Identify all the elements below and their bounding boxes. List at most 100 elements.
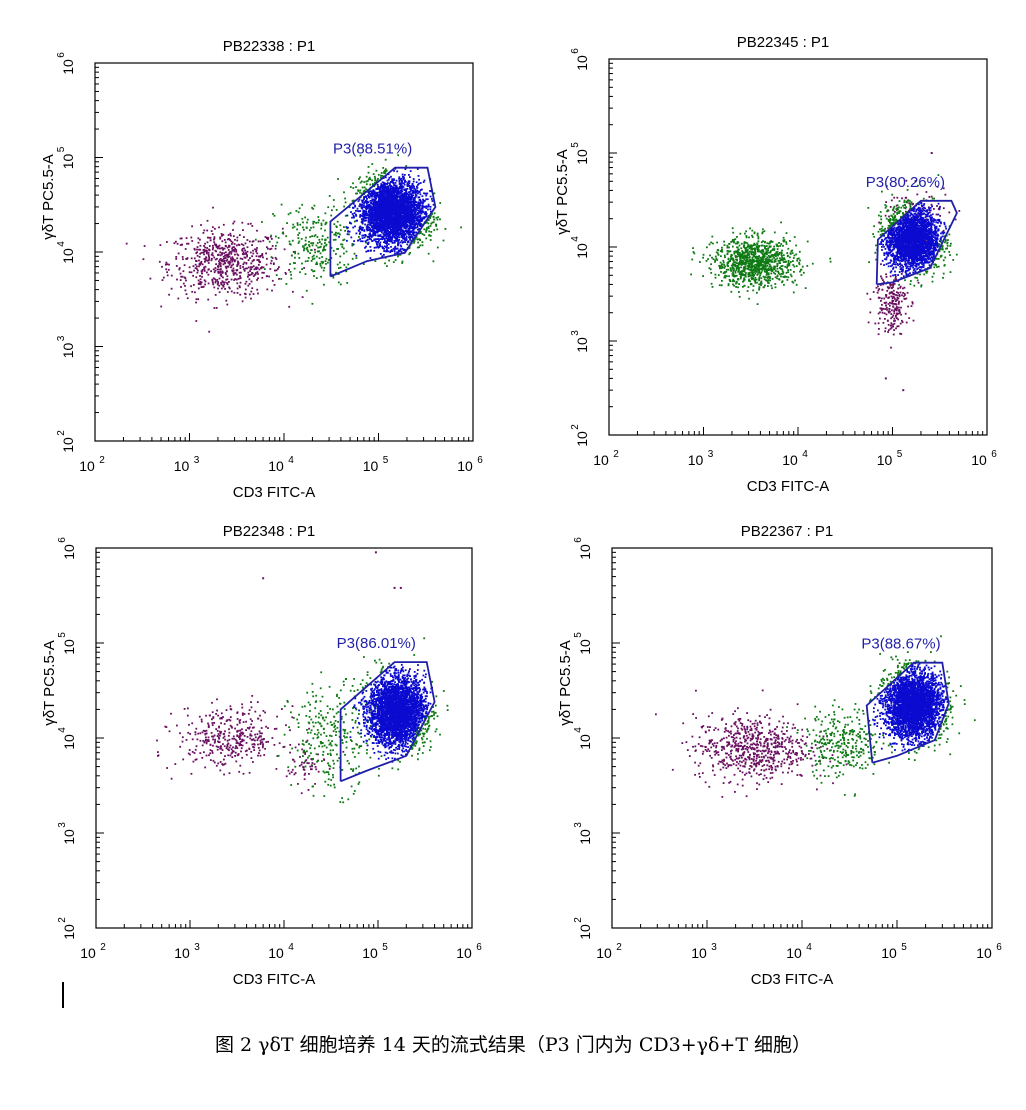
event-point xyxy=(324,230,326,232)
event-point xyxy=(272,280,274,282)
event-point xyxy=(254,268,256,270)
event-point xyxy=(365,181,367,183)
event-point xyxy=(419,191,421,193)
event-point xyxy=(316,262,318,264)
event-point xyxy=(404,181,406,183)
event-point xyxy=(422,208,424,210)
event-point xyxy=(233,235,235,237)
event-point xyxy=(408,253,410,255)
event-point xyxy=(265,253,267,255)
event-point xyxy=(361,235,363,237)
event-point xyxy=(413,181,415,183)
event-point xyxy=(365,206,367,208)
event-point xyxy=(388,260,390,262)
event-point xyxy=(240,277,242,279)
event-point xyxy=(212,226,214,228)
event-point xyxy=(398,187,400,189)
event-point xyxy=(343,253,345,255)
event-point xyxy=(374,176,376,178)
event-point xyxy=(288,213,290,215)
event-point xyxy=(218,246,220,248)
event-point xyxy=(395,197,397,199)
event-point xyxy=(263,267,265,269)
event-point xyxy=(354,205,356,207)
event-point xyxy=(290,274,292,276)
event-point xyxy=(409,226,411,228)
event-point xyxy=(352,213,354,215)
event-point xyxy=(345,266,347,268)
event-point xyxy=(314,205,316,207)
event-point xyxy=(409,233,411,235)
event-point xyxy=(423,181,425,183)
event-point xyxy=(231,251,233,253)
event-point xyxy=(796,260,798,262)
event-point xyxy=(193,270,195,272)
event-point xyxy=(371,208,373,210)
event-point xyxy=(210,237,212,239)
x-tick-label-exponent: 6 xyxy=(477,455,483,466)
event-point xyxy=(208,262,210,264)
event-point xyxy=(256,279,258,281)
event-point xyxy=(391,178,393,180)
event-point xyxy=(288,269,290,271)
event-point xyxy=(239,285,241,287)
event-point xyxy=(412,187,414,189)
event-point xyxy=(376,224,378,226)
event-point xyxy=(748,272,750,274)
event-point xyxy=(756,282,758,284)
event-point xyxy=(271,290,273,292)
event-point xyxy=(236,240,238,242)
event-point xyxy=(301,218,303,220)
event-point xyxy=(335,232,337,234)
event-point xyxy=(184,264,186,266)
event-point xyxy=(398,206,400,208)
event-point xyxy=(374,234,376,236)
event-point xyxy=(384,187,386,189)
event-point xyxy=(408,182,410,184)
event-point xyxy=(255,251,257,253)
event-point xyxy=(436,229,438,231)
event-point xyxy=(359,227,361,229)
x-tick-label: 10 xyxy=(593,452,609,468)
event-point xyxy=(250,268,252,270)
event-point xyxy=(385,224,387,226)
event-point xyxy=(407,203,409,205)
x-tick-label: 10 xyxy=(268,458,284,474)
event-point xyxy=(222,277,224,279)
event-point xyxy=(709,255,711,257)
event-point xyxy=(352,227,354,229)
event-point xyxy=(240,258,242,260)
event-point xyxy=(436,217,438,219)
event-point xyxy=(419,245,421,247)
event-point xyxy=(190,285,192,287)
event-point xyxy=(289,263,291,265)
event-point xyxy=(396,228,398,230)
event-point xyxy=(417,184,419,186)
event-point xyxy=(408,201,410,203)
event-point xyxy=(364,187,366,189)
event-point xyxy=(787,248,789,250)
event-point xyxy=(430,223,432,225)
event-point xyxy=(343,264,345,266)
event-point xyxy=(389,216,391,218)
event-point xyxy=(412,192,414,194)
event-point xyxy=(391,191,393,193)
event-point xyxy=(184,277,186,279)
event-point xyxy=(395,246,397,248)
event-point xyxy=(325,239,327,241)
event-point xyxy=(200,245,202,247)
event-point xyxy=(366,198,368,200)
event-point xyxy=(376,215,378,217)
event-point xyxy=(398,234,400,236)
event-point xyxy=(212,282,214,284)
event-point xyxy=(415,201,417,203)
event-point xyxy=(344,230,346,232)
event-point xyxy=(773,257,775,259)
event-point xyxy=(397,243,399,245)
event-point xyxy=(266,258,268,260)
event-point xyxy=(275,236,277,238)
event-point xyxy=(335,253,337,255)
event-point xyxy=(423,228,425,230)
event-point xyxy=(368,211,370,213)
event-point xyxy=(396,251,398,253)
